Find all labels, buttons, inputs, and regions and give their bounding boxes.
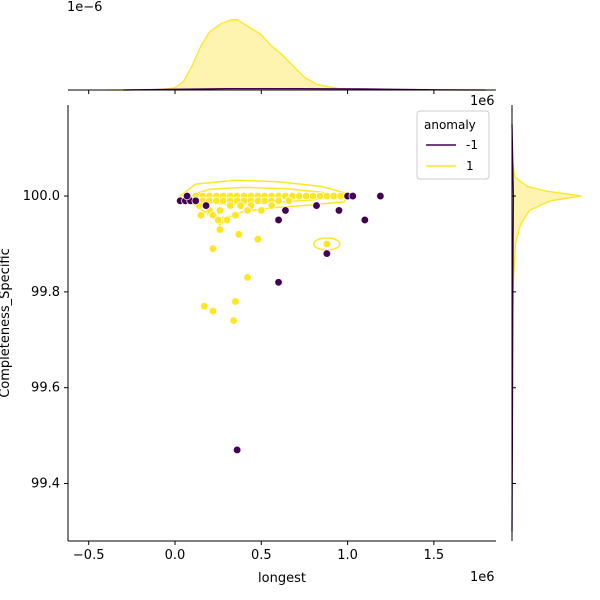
x-axis-ticks: −0.5 0.0 0.5 1.0 1.5	[73, 90, 444, 563]
point-anomaly-1	[208, 306, 218, 316]
y-axis-label: Completeness_Specific	[0, 248, 13, 398]
point-anomaly-minus1	[376, 191, 385, 201]
point-anomaly-1	[253, 235, 262, 244]
kde-contours	[179, 179, 349, 251]
x-tick-label: 0.5	[251, 548, 272, 563]
legend-title: anomaly	[424, 118, 476, 132]
point-anomaly-1	[215, 206, 225, 215]
y-tick-label: 99.6	[31, 381, 60, 396]
y-tick-label: 100.0	[23, 189, 60, 204]
legend-label-plus1: 1	[466, 159, 474, 173]
y-tick-label: 99.8	[31, 285, 60, 300]
point-anomaly-1	[208, 244, 218, 253]
x-tick-label: 1.5	[424, 548, 445, 563]
kde-contour-outer	[179, 179, 349, 226]
point-anomaly-minus1	[274, 215, 283, 225]
x-axis-exponent-label: 1e6	[470, 570, 495, 585]
point-anomaly-minus1	[201, 201, 211, 210]
point-anomaly-1	[284, 196, 294, 205]
point-anomaly-minus1	[348, 191, 357, 201]
legend-label-minus1: -1	[466, 138, 478, 152]
point-anomaly-1	[302, 191, 311, 201]
x-axis-label: longest	[258, 571, 306, 586]
top-marginal-kde: 1e−6	[67, 0, 496, 91]
point-anomaly-1	[226, 201, 235, 210]
y-tick-label: 99.4	[31, 477, 60, 492]
scatter-points	[176, 191, 385, 455]
point-anomaly-minus1	[274, 278, 283, 287]
point-anomaly-1	[200, 302, 209, 311]
y-axis-ticks: 99.4 99.6 99.8 100.0	[23, 189, 516, 492]
point-anomaly-1	[229, 316, 238, 325]
point-anomaly-1	[243, 206, 252, 215]
point-anomaly-1	[243, 273, 252, 282]
point-anomaly-minus1	[322, 249, 332, 258]
point-anomaly-1	[329, 191, 338, 201]
point-anomaly-1	[308, 191, 318, 201]
point-anomaly-minus1	[312, 201, 321, 210]
point-anomaly-1	[253, 196, 262, 205]
point-anomaly-1	[260, 196, 269, 205]
point-anomaly-1	[215, 225, 225, 234]
x-tick-label: 0.0	[165, 548, 186, 563]
right-kde-fill-anomaly-1	[512, 157, 582, 484]
right-marginal-exponent-label: 1e6	[470, 94, 495, 109]
main-axes: −0.5 0.0 0.5 1.0 1.5 99.4 99.6 99.8 100.0 longe…	[0, 90, 516, 586]
point-anomaly-minus1	[182, 191, 192, 201]
top-kde-line-anomaly-1	[105, 19, 486, 91]
point-anomaly-1	[236, 201, 245, 210]
point-anomaly-1	[219, 196, 228, 205]
point-anomaly-1	[234, 230, 244, 239]
point-anomaly-1	[257, 206, 266, 215]
right-marginal-kde	[511, 105, 582, 541]
point-anomaly-minus1	[360, 215, 369, 225]
x-tick-label: −0.5	[73, 548, 105, 563]
point-anomaly-1	[196, 211, 206, 220]
point-anomaly-minus1	[281, 206, 290, 215]
top-marginal-exponent-label: 1e−6	[67, 0, 102, 15]
top-kde-fill-anomaly-1	[106, 19, 486, 91]
point-anomaly-1	[322, 239, 332, 249]
point-anomaly-1	[212, 196, 221, 205]
point-anomaly-1	[295, 191, 304, 201]
point-anomaly-1	[231, 297, 240, 306]
point-anomaly-1	[267, 201, 276, 210]
point-anomaly-1	[208, 211, 218, 220]
point-anomaly-1	[213, 215, 223, 225]
point-anomaly-minus1	[191, 196, 200, 205]
legend: anomaly -1 1	[416, 110, 490, 180]
point-anomaly-minus1	[334, 206, 344, 215]
point-anomaly-1	[315, 191, 325, 201]
point-anomaly-1	[322, 191, 332, 201]
point-anomaly-1	[336, 191, 345, 201]
point-anomaly-minus1	[232, 445, 242, 455]
x-tick-label: 1.0	[337, 548, 358, 563]
point-anomaly-1	[222, 215, 231, 225]
point-anomaly-1	[231, 211, 240, 220]
point-anomaly-1	[274, 196, 283, 205]
